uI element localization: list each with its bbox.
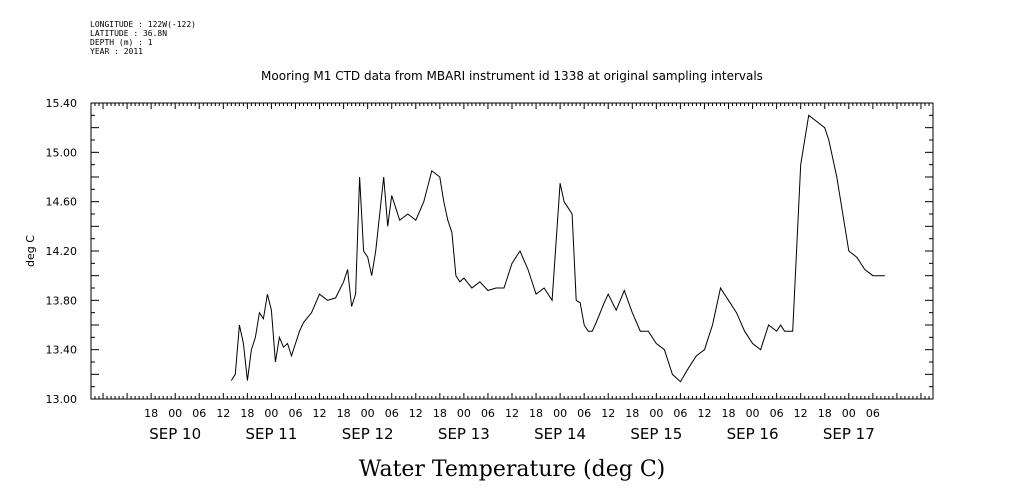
x-day-label: SEP 11 — [245, 425, 297, 443]
x-tick-label: 00 — [746, 407, 760, 420]
x-day-label: SEP 12 — [342, 425, 394, 443]
x-tick-label: 18 — [337, 407, 351, 420]
x-tick-label: 00 — [457, 407, 471, 420]
x-tick-label: 18 — [818, 407, 832, 420]
x-tick-label: 12 — [313, 407, 327, 420]
y-tick-label: 13.80 — [46, 294, 78, 307]
x-tick-label: 00 — [168, 407, 182, 420]
y-tick-label: 13.00 — [46, 393, 78, 406]
x-day-label: SEP 15 — [630, 425, 682, 443]
x-axis: 18 00 06 12 18 00 06 12 18 00 06 12 18 00 06 12 18 00 06 12… — [90, 103, 934, 443]
x-tick-label: 18 — [625, 407, 639, 420]
chart-title: Mooring M1 CTD data from MBARI instrumen… — [261, 69, 763, 83]
x-tick-label: 06 — [385, 407, 399, 420]
x-tick-label: 18 — [722, 407, 736, 420]
x-day-label: SEP 10 — [149, 425, 201, 443]
x-tick-label: 18 — [433, 407, 447, 420]
x-day-label: SEP 14 — [534, 425, 586, 443]
x-axis-title: Water Temperature (deg C) — [359, 457, 666, 482]
x-tick-label: 12 — [505, 407, 519, 420]
y-axis-label: deg C — [24, 235, 37, 267]
metadata-block: LONGITUDE : 122W(-122) LATITUDE : 36.8N … — [90, 20, 196, 56]
series-line — [230, 114, 885, 383]
x-day-label: SEP 16 — [727, 425, 779, 443]
x-tick-label: 00 — [842, 407, 856, 420]
longitude-label: LONGITUDE : 122W(-122) — [90, 20, 196, 29]
x-tick-label: 12 — [794, 407, 808, 420]
x-tick-label: 00 — [553, 407, 567, 420]
x-tick-label: 00 — [649, 407, 663, 420]
plot-frame — [90, 102, 934, 400]
x-tick-label: 18 — [529, 407, 543, 420]
x-tick-label: 12 — [601, 407, 615, 420]
x-tick-label: 00 — [361, 407, 375, 420]
x-tick-label: 12 — [409, 407, 423, 420]
y-tick-label: 15.00 — [46, 146, 78, 159]
y-tick-label: 14.20 — [46, 245, 78, 258]
x-tick-label: 06 — [770, 407, 784, 420]
y-axis: 13.00 13.40 13.80 14.20 14.60 15.00 15.40 — [46, 97, 933, 406]
depth-label: DEPTH (m) : 1 — [90, 38, 153, 47]
x-day-label: SEP 13 — [438, 425, 490, 443]
x-tick-label: 06 — [288, 407, 302, 420]
latitude-label: LATITUDE : 36.8N — [90, 29, 168, 38]
x-day-label: SEP 17 — [823, 425, 875, 443]
x-tick-label: 18 — [144, 407, 158, 420]
y-tick-label: 14.60 — [46, 196, 78, 209]
y-tick-label: 13.40 — [46, 344, 78, 357]
x-tick-label: 06 — [577, 407, 591, 420]
year-label: YEAR : 2011 — [90, 47, 143, 56]
x-tick-label: 06 — [673, 407, 687, 420]
x-tick-label: 18 — [240, 407, 254, 420]
x-tick-label: 12 — [697, 407, 711, 420]
y-tick-label: 15.40 — [46, 97, 78, 110]
x-tick-label: 06 — [481, 407, 495, 420]
x-tick-label: 06 — [866, 407, 880, 420]
x-tick-label: 12 — [216, 407, 230, 420]
x-tick-label: 06 — [192, 407, 206, 420]
x-tick-label: 00 — [264, 407, 278, 420]
